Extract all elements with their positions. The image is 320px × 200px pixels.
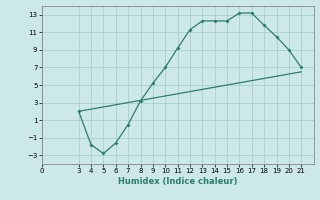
X-axis label: Humidex (Indice chaleur): Humidex (Indice chaleur) <box>118 177 237 186</box>
